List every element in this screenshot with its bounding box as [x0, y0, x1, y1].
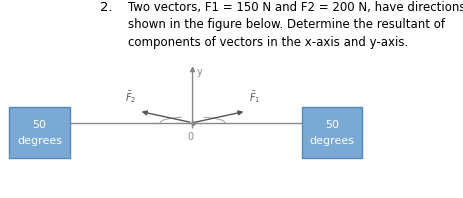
FancyBboxPatch shape	[301, 107, 361, 158]
FancyBboxPatch shape	[9, 107, 69, 158]
Text: 0: 0	[187, 132, 193, 142]
Text: y: y	[196, 67, 201, 77]
Text: degrees: degrees	[17, 136, 62, 146]
Text: Two vectors, F1 = 150 N and F2 = 200 N, have directions as
shown in the figure b: Two vectors, F1 = 150 N and F2 = 200 N, …	[127, 1, 463, 49]
Text: $\bar{F}_1$: $\bar{F}_1$	[248, 89, 259, 105]
Text: 50: 50	[324, 120, 338, 130]
Text: 2.: 2.	[100, 1, 112, 14]
Text: 50: 50	[32, 120, 46, 130]
Text: $\bar{F}_2$: $\bar{F}_2$	[125, 89, 136, 105]
Text: degrees: degrees	[309, 136, 353, 146]
